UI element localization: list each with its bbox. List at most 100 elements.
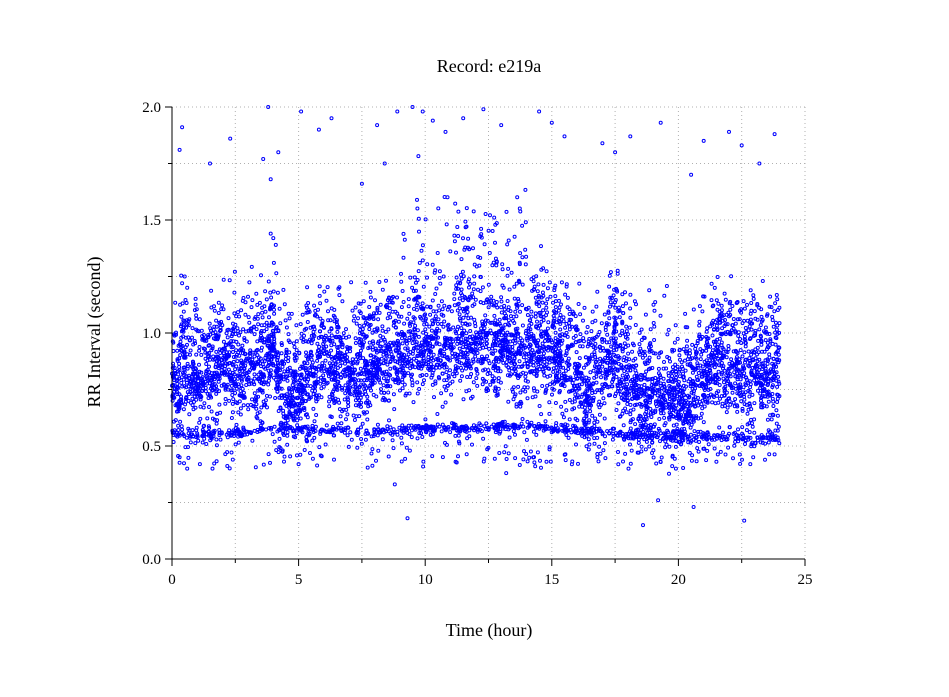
- data-point: [775, 400, 780, 404]
- data-point: [508, 339, 513, 344]
- data-point: [647, 400, 652, 405]
- data-point: [444, 365, 449, 370]
- data-point: [264, 320, 269, 325]
- data-point: [688, 400, 693, 405]
- data-point: [178, 353, 183, 358]
- data-point: [239, 377, 244, 382]
- data-point: [550, 340, 555, 345]
- data-point: [187, 392, 191, 397]
- data-point: [497, 317, 502, 322]
- data-point: [312, 419, 317, 424]
- data-point: [400, 386, 405, 391]
- data-point: [616, 386, 621, 391]
- data-point: [353, 305, 358, 310]
- data-point: [502, 419, 507, 424]
- data-point: [410, 341, 415, 346]
- data-point: [717, 383, 722, 387]
- data-point: [423, 327, 428, 332]
- data-point: [733, 397, 738, 402]
- data-point: [624, 410, 629, 415]
- data-point: [736, 330, 741, 335]
- data-point: [420, 373, 425, 378]
- data-point: [706, 372, 711, 377]
- data-point: [200, 388, 205, 393]
- data-point: [287, 395, 292, 400]
- data-point: [306, 377, 311, 382]
- data-point: [247, 358, 252, 362]
- data-point: [173, 418, 178, 423]
- data-point: [356, 395, 360, 400]
- data-point: [233, 367, 238, 372]
- data-point: [716, 356, 721, 361]
- data-point: [311, 406, 316, 411]
- data-point: [409, 361, 414, 366]
- data-point: [465, 356, 470, 361]
- data-point: [336, 365, 340, 370]
- data-point: [241, 390, 246, 395]
- data-point: [301, 339, 306, 344]
- data-point: [196, 438, 201, 443]
- data-point: [285, 418, 290, 423]
- data-point: [775, 428, 780, 433]
- data-point: [595, 388, 600, 393]
- data-point: [634, 371, 639, 376]
- data-point: [721, 430, 725, 435]
- data-point: [574, 442, 578, 447]
- data-point: [355, 427, 360, 432]
- data-point: [625, 398, 630, 403]
- data-point: [211, 354, 216, 359]
- data-point: [285, 378, 290, 383]
- data-point: [348, 430, 353, 435]
- data-point: [257, 429, 262, 434]
- data-point: [776, 379, 781, 384]
- data-point: [597, 365, 602, 370]
- data-point: [612, 372, 616, 377]
- data-point: [677, 348, 682, 353]
- data-point: [486, 368, 491, 373]
- data-point: [426, 352, 431, 357]
- data-point: [443, 400, 448, 405]
- data-point: [719, 343, 724, 348]
- data-point: [545, 383, 550, 388]
- data-point: [752, 430, 757, 435]
- data-point: [473, 324, 478, 329]
- data-point: [297, 403, 302, 408]
- data-point: [541, 282, 546, 287]
- data-point: [653, 351, 658, 356]
- data-point: [626, 431, 631, 436]
- data-point: [612, 348, 617, 353]
- data-point: [420, 382, 425, 387]
- data-point: [547, 360, 552, 365]
- data-point: [321, 341, 326, 346]
- data-point: [170, 398, 175, 403]
- data-point: [550, 392, 554, 397]
- data-point: [223, 401, 228, 406]
- data-point: [658, 439, 662, 444]
- data-point: [773, 428, 778, 433]
- data-point: [360, 421, 365, 426]
- data-point: [339, 375, 344, 380]
- data-point: [349, 365, 354, 369]
- data-point: [688, 432, 693, 437]
- data-point: [359, 441, 364, 446]
- data-point: [440, 371, 445, 376]
- data-point: [457, 360, 462, 365]
- data-point: [304, 350, 308, 355]
- data-point: [729, 274, 734, 279]
- data-point: [533, 311, 538, 316]
- data-point: [345, 355, 350, 360]
- data-point: [520, 323, 525, 328]
- data-point: [440, 404, 445, 409]
- data-point: [273, 396, 278, 400]
- data-point: [560, 338, 565, 343]
- data-point: [649, 415, 654, 419]
- data-point: [279, 420, 284, 425]
- data-point: [384, 429, 389, 433]
- data-point: [621, 459, 625, 464]
- data-point: [322, 335, 327, 340]
- data-point: [769, 305, 774, 310]
- data-point: [671, 414, 675, 419]
- data-point: [658, 431, 663, 436]
- data-point: [647, 288, 652, 293]
- data-point: [625, 402, 630, 406]
